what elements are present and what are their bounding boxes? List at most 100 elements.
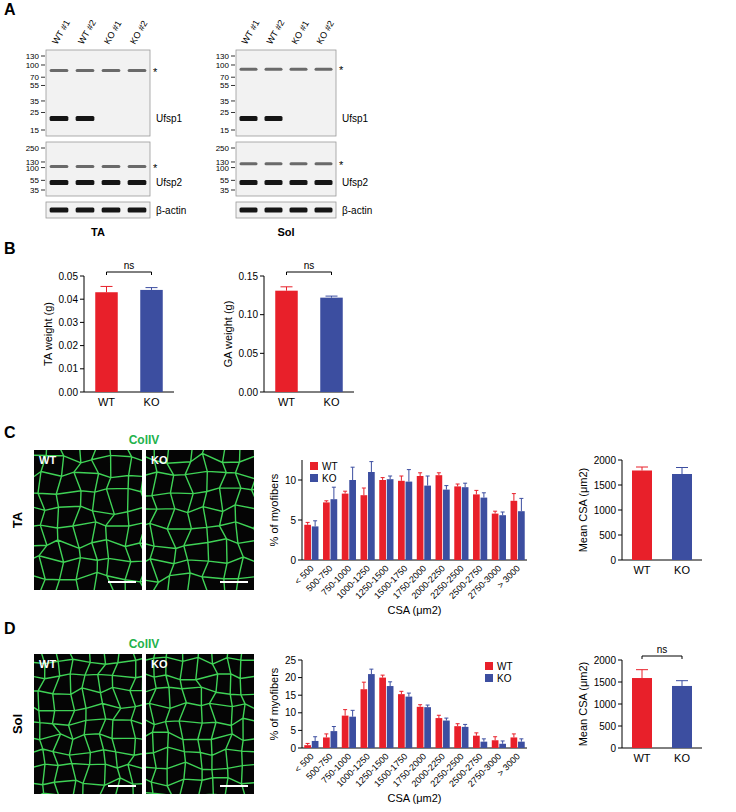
- error-cap: [444, 485, 448, 486]
- lane-label: WT #1: [240, 18, 262, 46]
- tick-label: 10: [285, 475, 297, 486]
- protein-label: Ufsp1: [342, 113, 369, 124]
- membrane: [46, 202, 150, 218]
- bar: [518, 742, 525, 748]
- tick: [618, 748, 622, 749]
- marker-tick: [41, 85, 45, 86]
- bar: [454, 486, 461, 560]
- error-bar: [343, 491, 347, 493]
- error-bar: [388, 476, 392, 479]
- marks: [632, 467, 692, 560]
- marker-tick: [41, 161, 45, 162]
- band: [102, 165, 121, 168]
- band: [265, 180, 283, 185]
- marker-tick: [231, 56, 235, 57]
- band: [102, 180, 121, 185]
- error-bar: [381, 675, 385, 677]
- tick-label: 0.03: [59, 317, 79, 328]
- band: [50, 180, 69, 185]
- marker-label: 100: [216, 61, 230, 70]
- tick-label: 500: [599, 530, 616, 541]
- asterisk: *: [339, 159, 344, 171]
- error-bar: [332, 727, 336, 732]
- category-label: WT: [278, 396, 295, 408]
- bar: [417, 707, 424, 748]
- marker-tick: [231, 130, 235, 131]
- legend-swatch: [310, 462, 318, 470]
- error-bar: [493, 511, 497, 513]
- y-axis: [264, 276, 265, 392]
- marker-tick: [231, 161, 235, 162]
- bar: [473, 736, 480, 748]
- scale-bar: [108, 785, 136, 787]
- tick: [298, 730, 302, 731]
- bar: [331, 499, 338, 560]
- error-cap: [399, 476, 403, 477]
- marker-label: 25: [220, 108, 229, 117]
- tick-label: 500: [599, 721, 616, 732]
- tick: [618, 485, 622, 486]
- bar: [368, 674, 375, 748]
- error-bar: [501, 512, 505, 515]
- tick: [80, 345, 84, 346]
- tick-label: 0.05: [59, 271, 79, 282]
- micrograph-mesh: [146, 654, 254, 794]
- error-cap: [306, 743, 310, 744]
- tick: [298, 480, 302, 481]
- bar: [320, 298, 343, 392]
- micrograph-half: [34, 654, 142, 794]
- axis-title: GA weight (g): [222, 301, 234, 368]
- error-bar: [474, 490, 478, 494]
- error-cap: [512, 493, 516, 494]
- error-bar: [313, 521, 317, 527]
- tick-label: 1500: [594, 677, 617, 688]
- error-cap: [463, 724, 467, 725]
- band: [76, 116, 95, 121]
- lane-label: KO #1: [290, 19, 311, 46]
- error-cap: [456, 723, 460, 724]
- error-line: [315, 521, 316, 527]
- bar: [462, 727, 469, 748]
- error-line: [352, 467, 353, 480]
- group-label: WT: [39, 658, 56, 670]
- error-bar: [463, 483, 467, 487]
- chart: 0.000.010.020.030.040.05TA weight (g)WTK…: [42, 260, 174, 408]
- category-label: WT: [98, 396, 115, 408]
- category-label: KO: [144, 396, 160, 408]
- bar: [672, 474, 692, 560]
- error-cap: [636, 467, 648, 468]
- error-bar: [101, 286, 113, 292]
- micrograph: ColIVSolWTKO: [10, 637, 275, 812]
- tick: [298, 748, 302, 749]
- bar: [304, 525, 311, 560]
- tick-label: 0: [290, 555, 296, 566]
- tick-label: 1000: [594, 505, 617, 516]
- marker-tick: [41, 180, 45, 181]
- error-cap: [332, 726, 336, 727]
- error-bar: [399, 476, 403, 481]
- error-line: [315, 737, 316, 741]
- band: [290, 208, 308, 213]
- tick-label: 0.01: [59, 363, 79, 374]
- bar: [462, 487, 469, 560]
- tick: [260, 353, 264, 354]
- band: [315, 68, 333, 71]
- error-cap: [474, 490, 478, 491]
- tick: [618, 535, 622, 536]
- annotation: ns: [304, 260, 315, 271]
- tick-label: 25: [285, 655, 297, 666]
- error-line: [483, 493, 484, 498]
- error-line: [408, 693, 409, 697]
- band: [50, 69, 69, 72]
- band: [102, 208, 121, 213]
- tick: [618, 510, 622, 511]
- marker-label: 100: [26, 164, 40, 173]
- y-axis: [302, 460, 303, 560]
- tick-label: 1000: [594, 699, 617, 710]
- marker-label: 55: [220, 81, 229, 90]
- band: [128, 180, 147, 185]
- category-label: > 3000: [495, 563, 522, 590]
- annotation: ns: [124, 260, 135, 271]
- membrane: [46, 50, 150, 136]
- bar: [331, 731, 338, 748]
